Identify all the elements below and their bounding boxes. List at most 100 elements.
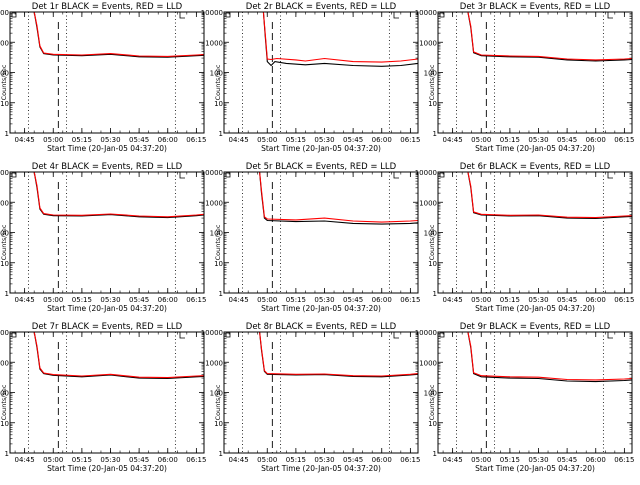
x-tick-label: 06:00 [586,296,606,304]
y-tick-label: 10 [428,260,437,268]
y-axis-label: Counts/sec [214,384,222,420]
y-axis-label: Counts/sec [428,224,436,260]
x-tick-label: 06:00 [158,136,178,144]
lld-series-line [259,332,418,377]
x-tick-label: 04:45 [443,456,463,464]
y-tick-label: 10 [428,100,437,108]
x-tick-label: 05:00 [43,296,63,304]
corner-flag-left [225,12,231,18]
corner-flag-left [225,172,231,178]
y-tick-label: 100 [424,390,437,398]
y-tick-label: 1000 [419,359,437,367]
x-tick-label: 05:30 [314,296,334,304]
y-tick-label: 100 [424,70,437,78]
y-tick-label: 100 [0,390,9,398]
lld-series-line [262,12,418,63]
x-axis-label: Start Time (20-Jan-05 04:37:20) [47,464,167,473]
x-tick-label: 06:00 [586,136,606,144]
lld-series-line [10,12,204,57]
chart-title: Det 6r BLACK = Events, RED = LLD [460,162,611,172]
corner-flag-right [179,172,185,179]
x-tick-label: 05:30 [528,136,548,144]
chart-title: Det 5r BLACK = Events, RED = LLD [246,162,397,172]
plot-frame [9,11,205,134]
chart-title: Det 9r BLACK = Events, RED = LLD [460,322,611,332]
plot-frame [223,331,419,454]
y-tick-label: 1000 [205,359,223,367]
y-axis-label: Counts/sec [0,64,8,100]
y-axis-label: Counts/sec [428,64,436,100]
x-tick-label: 05:45 [557,456,577,464]
x-tick-label: 05:00 [43,456,63,464]
chart-panel-8: Det 8r BLACK = Events, RED = LLD Counts/s… [201,322,421,473]
x-tick-label: 05:45 [343,456,363,464]
events-series-line [259,332,418,378]
x-tick-label: 05:30 [528,296,548,304]
y-tick-label: 10 [214,420,223,428]
y-tick-label: 10000 [201,329,223,337]
x-tick-label: 05:00 [257,136,277,144]
chart-panel-6: Det 6r BLACK = Events, RED = LLD Counts/s… [415,162,635,313]
x-tick-label: 06:00 [372,136,392,144]
x-tick-label: 05:15 [72,136,92,144]
chart-panel-3: Det 3r BLACK = Events, RED = LLD Counts/s… [415,2,635,153]
events-series-line [10,12,204,58]
x-axis-label: Start Time (20-Jan-05 04:37:20) [475,304,595,313]
chart-title: Det 4r BLACK = Events, RED = LLD [32,162,183,172]
x-tick-label: 05:15 [286,296,306,304]
events-series-line [262,12,418,67]
y-tick-label: 1 [5,290,9,298]
corner-flag-left [439,12,445,18]
plot-frame [437,331,633,454]
y-tick-label: 10000 [415,329,437,337]
y-tick-label: 10000 [415,169,437,177]
y-tick-label: 1 [219,290,223,298]
y-tick-label: 1 [433,130,437,138]
x-tick-label: 05:45 [557,136,577,144]
chart-panel-1: Det 1r BLACK = Events, RED = LLD Counts/s… [0,2,206,153]
y-tick-label: 100 [0,230,9,238]
y-tick-label: 10 [214,100,223,108]
x-tick-label: 04:45 [443,136,463,144]
x-tick-label: 05:30 [314,456,334,464]
y-tick-label: 100 [424,230,437,238]
chart-title: Det 3r BLACK = Events, RED = LLD [460,2,611,12]
lld-series-line [467,172,632,219]
x-tick-label: 05:45 [129,296,149,304]
x-tick-label: 06:00 [372,456,392,464]
y-tick-label: 1000 [205,199,223,207]
lld-series-line [259,172,418,223]
x-tick-label: 06:15 [614,456,634,464]
x-tick-label: 06:00 [586,456,606,464]
y-tick-label: 1 [433,290,437,298]
x-tick-label: 06:15 [400,136,420,144]
corner-flag-right [393,12,399,19]
x-tick-label: 05:15 [72,456,92,464]
plot-frame [437,11,633,134]
corner-flag-left [11,172,17,178]
chart-panel-7: Det 7r BLACK = Events, RED = LLD Counts/s… [0,322,206,473]
y-tick-label: 10 [428,420,437,428]
x-tick-label: 05:15 [72,296,92,304]
chart-panel-9: Det 9r BLACK = Events, RED = LLD Counts/s… [415,322,635,473]
x-tick-label: 04:45 [15,456,35,464]
corner-flag-left [11,12,17,18]
chart-panel-4: Det 4r BLACK = Events, RED = LLD Counts/s… [0,162,206,313]
chart-title: Det 2r BLACK = Events, RED = LLD [246,2,397,12]
y-tick-label: 1 [5,450,9,458]
events-series-line [467,332,632,383]
x-tick-label: 05:15 [286,136,306,144]
x-tick-label: 05:45 [129,456,149,464]
y-tick-label: 10000 [0,169,9,177]
x-tick-label: 04:45 [15,296,35,304]
y-tick-label: 10000 [201,169,223,177]
events-series-line [467,12,632,62]
x-axis-label: Start Time (20-Jan-05 04:37:20) [475,464,595,473]
events-series-line [467,172,632,220]
y-axis-label: Counts/sec [214,224,222,260]
x-tick-label: 06:15 [400,296,420,304]
events-series-line [259,172,418,225]
y-tick-label: 1000 [0,39,9,47]
